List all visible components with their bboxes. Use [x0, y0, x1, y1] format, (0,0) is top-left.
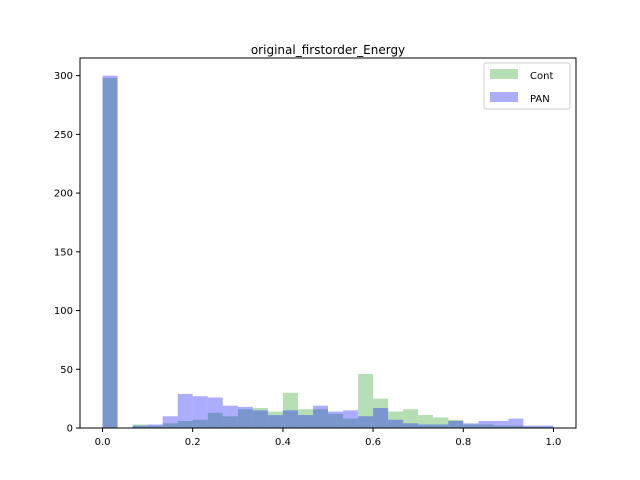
x-tick-label: 0.4	[275, 437, 291, 448]
bar-pan-27	[508, 418, 524, 428]
bar-cont-25	[478, 424, 494, 428]
bar-cont-27	[508, 425, 524, 428]
bar-pan-22	[433, 424, 449, 428]
legend-box	[483, 62, 571, 110]
bar-pan-16	[343, 410, 359, 428]
y-tick-label: 250	[54, 130, 73, 141]
y-tick-label: 0	[67, 424, 73, 435]
bar-pan-23	[448, 420, 464, 428]
legend: Cont PAN	[483, 62, 571, 110]
x-tick-label: 1.0	[546, 437, 562, 448]
y-axis: 0 50 100 150 200 250 300	[54, 71, 80, 435]
bar-pan-17	[358, 416, 374, 428]
bar-cont-3	[147, 425, 163, 428]
bar-cont-17	[358, 373, 374, 428]
bar-cont-10	[252, 408, 268, 428]
y-tick-label: 300	[54, 71, 73, 82]
bar-cont-24	[463, 424, 479, 428]
plot-area-frame	[79, 57, 577, 429]
bar-pan-18	[373, 408, 389, 428]
bar-cont-29	[538, 426, 554, 428]
bar-pan-21	[418, 424, 434, 428]
bar-pan-28	[523, 425, 539, 428]
bar-pan-11	[267, 415, 283, 428]
bar-pan-10	[252, 410, 268, 428]
bar-pan-20	[403, 423, 419, 428]
bar-cont-18	[373, 398, 389, 428]
bar-pan-14	[312, 405, 328, 428]
bar-pan-13	[297, 415, 313, 428]
bar-pan-26	[493, 420, 509, 428]
bar-pan-8	[222, 405, 238, 428]
bar-cont-11	[267, 411, 283, 428]
x-tick-label: 0.8	[455, 437, 471, 448]
legend-swatch-pan	[490, 92, 518, 102]
bar-cont-20	[403, 409, 419, 428]
bar-cont-7	[207, 412, 223, 428]
bar-pan-4	[162, 416, 178, 428]
legend-label-pan: PAN	[530, 94, 550, 105]
y-tick-label: 50	[60, 365, 73, 376]
bar-cont-9	[237, 409, 253, 428]
bar-cont-0	[102, 77, 118, 428]
x-tick-label: 0.2	[185, 437, 201, 448]
bar-cont-5	[177, 420, 193, 428]
bar-cont-23	[448, 419, 464, 428]
bar-cont-28	[523, 426, 539, 428]
bar-cont-6	[192, 419, 208, 428]
bar-pan-3	[147, 424, 163, 428]
bar-pan-15	[328, 411, 344, 428]
y-tick-label: 150	[54, 247, 73, 258]
bar-cont-14	[312, 409, 328, 428]
x-axis: 0.0 0.2 0.4 0.6 0.8 1.0	[95, 428, 562, 448]
bar-pan-9	[237, 406, 253, 428]
x-tick-label: 0.0	[95, 437, 111, 448]
bar-pan-25	[478, 420, 494, 428]
x-tick-label: 0.6	[365, 437, 381, 448]
bar-cont-21	[418, 415, 434, 428]
bar-cont-12	[282, 392, 298, 428]
bar-pan-2	[132, 425, 148, 428]
bar-cont-13	[297, 409, 313, 428]
chart-title: original_firstorder_Energy	[251, 43, 405, 57]
bar-cont-22	[433, 417, 449, 428]
bar-cont-26	[493, 425, 509, 428]
y-tick-label: 100	[54, 306, 73, 317]
legend-swatch-cont	[490, 69, 518, 79]
bar-pan-0	[102, 75, 118, 428]
bar-pan-19	[388, 419, 404, 428]
bar-cont-19	[388, 411, 404, 428]
bar-cont-16	[343, 418, 359, 428]
bar-pan-7	[207, 397, 223, 428]
bars-layer	[102, 75, 554, 428]
bar-cont-8	[222, 416, 238, 428]
bar-pan-6	[192, 396, 208, 428]
bar-pan-24	[463, 423, 479, 428]
bar-pan-5	[177, 393, 193, 428]
legend-label-cont: Cont	[530, 71, 553, 82]
bar-pan-12	[282, 410, 298, 428]
bar-cont-2	[132, 424, 148, 428]
y-tick-label: 200	[54, 189, 73, 200]
bar-cont-4	[162, 423, 178, 428]
bar-cont-15	[328, 413, 344, 428]
bar-pan-29	[538, 425, 554, 428]
